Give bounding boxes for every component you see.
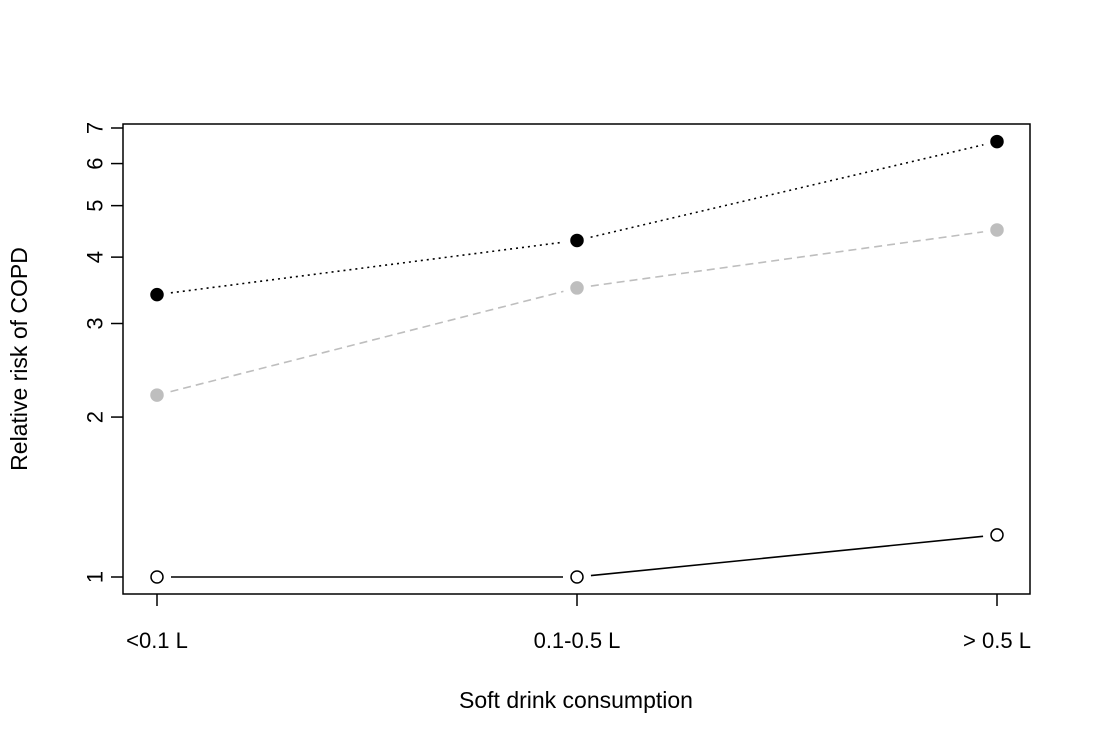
data-point	[150, 570, 164, 584]
x-tick-label: <0.1 L	[126, 628, 188, 653]
y-tick-label: 3	[83, 317, 108, 329]
series-line-segment	[590, 231, 984, 287]
y-tick-label: 7	[83, 122, 108, 134]
series-line-segment	[590, 535, 984, 577]
data-point	[990, 223, 1004, 237]
data-point	[990, 134, 1004, 149]
series-2	[150, 223, 1004, 402]
data-point	[570, 233, 584, 248]
y-tick-label: 4	[83, 251, 108, 263]
y-tick-label: 2	[83, 411, 108, 423]
series-line-segment	[170, 241, 564, 294]
x-axis-label: Soft drink consumption	[459, 687, 693, 713]
series-line-segment	[170, 290, 564, 393]
x-axis: <0.1 L 0.1-0.5 L > 0.5 L	[126, 594, 1031, 653]
series-line-segment	[590, 144, 984, 239]
data-point	[150, 388, 164, 402]
data-point	[990, 528, 1004, 542]
x-tick-label: 0.1-0.5 L	[534, 628, 621, 653]
y-axis-label: Relative risk of COPD	[6, 247, 32, 471]
data-point	[150, 287, 164, 302]
x-tick-label: > 0.5 L	[963, 628, 1031, 653]
y-tick-label: 5	[83, 200, 108, 212]
data-point	[570, 281, 584, 295]
data-point	[570, 570, 584, 584]
plot-frame	[122, 123, 1031, 595]
series-3	[150, 134, 1004, 302]
y-tick-label: 6	[83, 157, 108, 169]
y-tick-label: 1	[83, 571, 108, 583]
series-1	[150, 528, 1004, 584]
y-axis: 1 2 3 4 5 6 7	[83, 122, 123, 583]
series-group	[150, 134, 1004, 584]
